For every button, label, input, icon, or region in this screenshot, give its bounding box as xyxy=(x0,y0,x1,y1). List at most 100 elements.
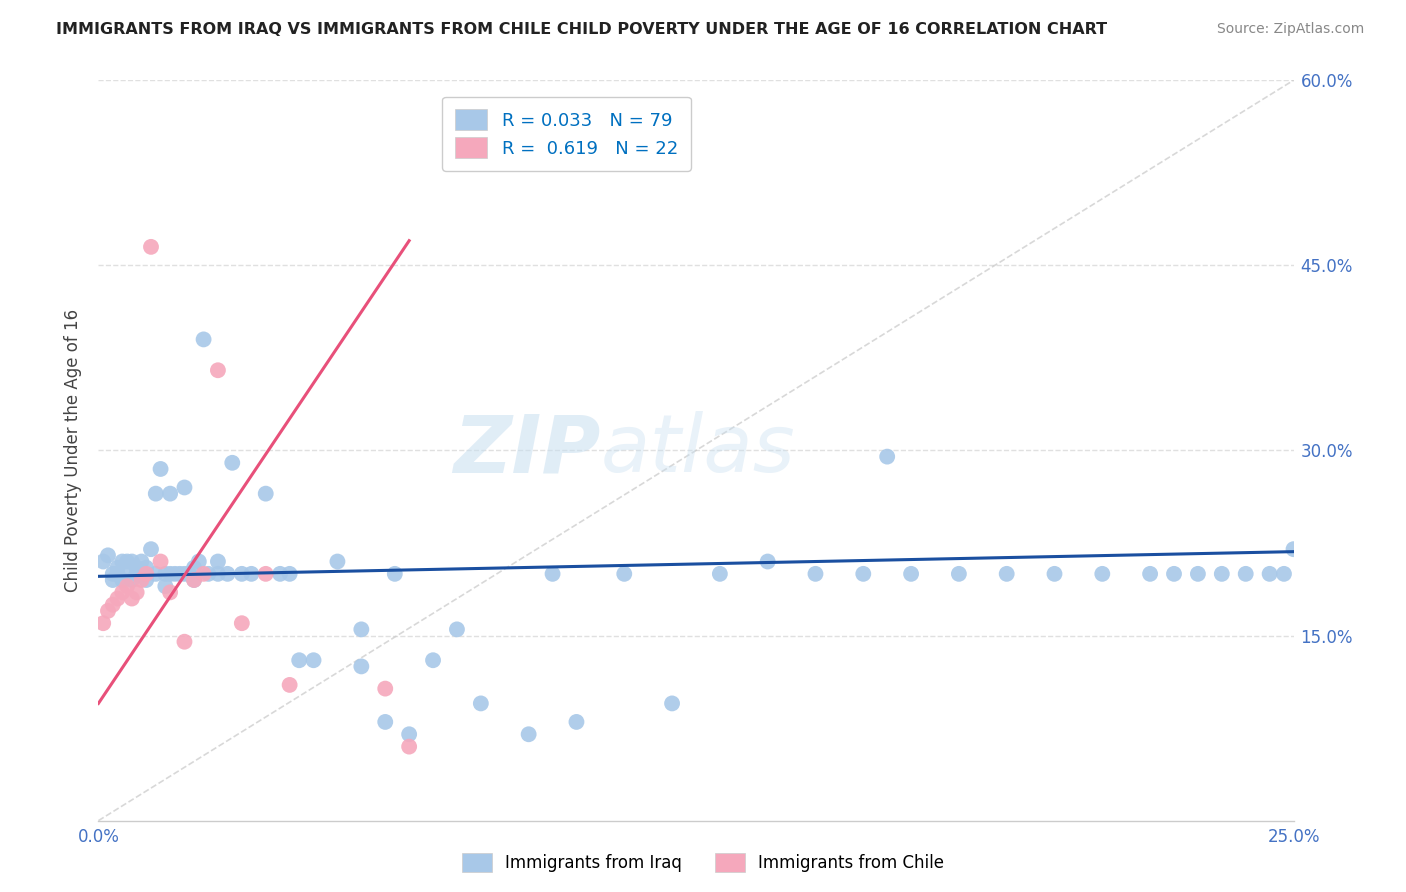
Point xyxy=(709,566,731,581)
Point xyxy=(179,566,201,581)
Point xyxy=(159,585,181,599)
Point xyxy=(131,573,153,587)
Point xyxy=(278,678,301,692)
Point xyxy=(107,560,129,574)
Point xyxy=(125,585,148,599)
Point xyxy=(115,566,138,581)
Point xyxy=(374,681,396,696)
Point xyxy=(288,653,311,667)
Point xyxy=(1258,566,1281,581)
Point xyxy=(125,566,148,581)
Point xyxy=(183,560,205,574)
Point xyxy=(852,566,875,581)
Point xyxy=(1272,566,1295,581)
Point xyxy=(139,240,162,254)
Point xyxy=(139,542,162,557)
Y-axis label: Child Poverty Under the Age of 16: Child Poverty Under the Age of 16 xyxy=(65,309,83,592)
Point xyxy=(91,555,114,569)
Point xyxy=(125,560,148,574)
Point xyxy=(948,566,970,581)
Point xyxy=(207,566,229,581)
Point xyxy=(193,566,215,581)
Point xyxy=(169,566,191,581)
Point xyxy=(115,555,138,569)
Point xyxy=(145,566,167,581)
Point xyxy=(149,555,172,569)
Point xyxy=(173,480,195,494)
Point xyxy=(565,714,588,729)
Point xyxy=(173,566,195,581)
Point xyxy=(91,616,114,631)
Point xyxy=(254,486,277,500)
Point xyxy=(187,555,209,569)
Point xyxy=(207,555,229,569)
Point xyxy=(269,566,291,581)
Point xyxy=(221,456,243,470)
Point xyxy=(446,623,468,637)
Point xyxy=(1091,566,1114,581)
Point xyxy=(1211,566,1233,581)
Point xyxy=(101,566,124,581)
Point xyxy=(254,566,277,581)
Point xyxy=(135,573,157,587)
Point xyxy=(155,579,177,593)
Text: Source: ZipAtlas.com: Source: ZipAtlas.com xyxy=(1216,22,1364,37)
Point xyxy=(1282,542,1305,557)
Legend: Immigrants from Iraq, Immigrants from Chile: Immigrants from Iraq, Immigrants from Ch… xyxy=(450,841,956,884)
Point xyxy=(173,634,195,648)
Point xyxy=(193,332,215,346)
Point xyxy=(1163,566,1185,581)
Point xyxy=(422,653,444,667)
Point xyxy=(131,566,153,581)
Point xyxy=(107,591,129,606)
Point xyxy=(1043,566,1066,581)
Point xyxy=(101,598,124,612)
Point xyxy=(804,566,827,581)
Point xyxy=(131,555,153,569)
Point xyxy=(111,585,134,599)
Point xyxy=(155,566,177,581)
Point xyxy=(183,573,205,587)
Point xyxy=(398,739,420,754)
Point xyxy=(159,486,181,500)
Text: ZIP: ZIP xyxy=(453,411,600,490)
Point xyxy=(613,566,636,581)
Point xyxy=(876,450,898,464)
Point xyxy=(302,653,325,667)
Text: IMMIGRANTS FROM IRAQ VS IMMIGRANTS FROM CHILE CHILD POVERTY UNDER THE AGE OF 16 : IMMIGRANTS FROM IRAQ VS IMMIGRANTS FROM … xyxy=(56,22,1108,37)
Point xyxy=(107,566,129,581)
Point xyxy=(900,566,922,581)
Point xyxy=(398,727,420,741)
Point xyxy=(101,573,124,587)
Point xyxy=(1139,566,1161,581)
Point xyxy=(1234,566,1257,581)
Point xyxy=(115,579,138,593)
Point xyxy=(111,573,134,587)
Point xyxy=(183,573,205,587)
Point xyxy=(374,714,396,729)
Point xyxy=(135,566,157,581)
Point xyxy=(121,573,143,587)
Point xyxy=(121,591,143,606)
Point xyxy=(207,363,229,377)
Point xyxy=(384,566,406,581)
Point xyxy=(97,549,120,563)
Legend: R = 0.033   N = 79, R =  0.619   N = 22: R = 0.033 N = 79, R = 0.619 N = 22 xyxy=(441,96,690,171)
Point xyxy=(121,555,143,569)
Point xyxy=(350,659,373,673)
Point xyxy=(231,616,253,631)
Point xyxy=(159,566,181,581)
Point xyxy=(231,566,253,581)
Point xyxy=(135,560,157,574)
Point xyxy=(217,566,239,581)
Point xyxy=(517,727,540,741)
Point xyxy=(541,566,564,581)
Point xyxy=(756,555,779,569)
Point xyxy=(240,566,263,581)
Point xyxy=(278,566,301,581)
Point xyxy=(995,566,1018,581)
Point xyxy=(661,697,683,711)
Point xyxy=(97,604,120,618)
Text: atlas: atlas xyxy=(600,411,796,490)
Point xyxy=(470,697,492,711)
